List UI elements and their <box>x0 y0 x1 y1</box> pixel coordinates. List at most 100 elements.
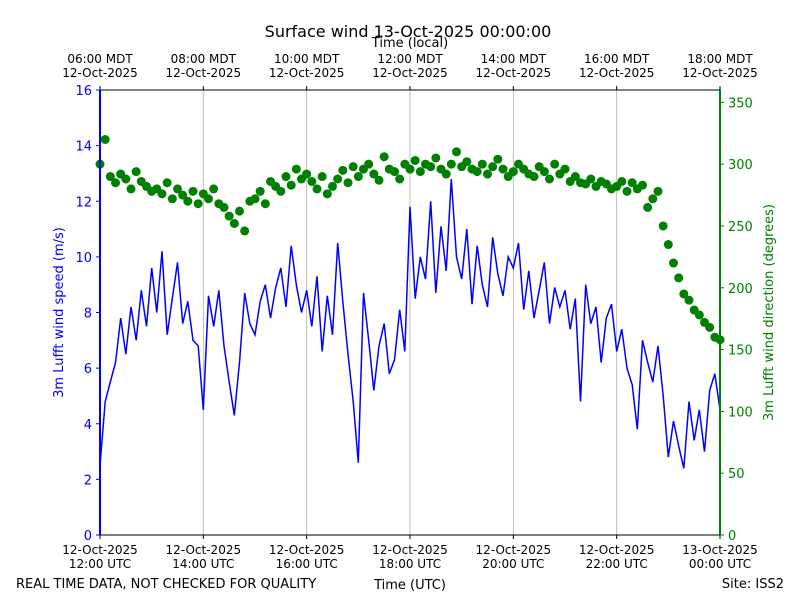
direction-point <box>643 202 653 212</box>
direction-point <box>322 189 332 199</box>
direction-point <box>111 178 120 188</box>
direction-point <box>333 174 343 184</box>
y-tick-label: 2 <box>84 473 92 488</box>
direction-point <box>390 167 399 177</box>
x-tick-label: 12-Oct-2025 20:00 UTC <box>476 543 552 571</box>
direction-point <box>204 194 213 204</box>
direction-point <box>121 174 131 184</box>
direction-point <box>405 164 415 174</box>
direction-point <box>529 172 539 182</box>
x2-axis-label: Time (local) <box>371 36 448 51</box>
direction-point <box>477 159 487 169</box>
direction-point <box>255 186 265 196</box>
direction-point <box>617 176 627 186</box>
direction-point <box>250 194 260 204</box>
direction-point <box>395 174 405 184</box>
direction-point <box>674 273 684 283</box>
direction-point <box>560 164 570 174</box>
y-tick-label: 12 <box>75 195 92 210</box>
direction-point <box>498 164 508 174</box>
direction-point <box>235 206 244 216</box>
direction-point <box>193 199 203 209</box>
x2-tick-label: 18:00 MDT 12-Oct-2025 <box>682 52 758 80</box>
direction-point <box>493 154 503 164</box>
y-tick-label: 10 <box>75 251 92 266</box>
direction-point <box>653 186 663 196</box>
direction-point <box>431 153 441 163</box>
direction-point <box>483 169 492 179</box>
x2-tick-label: 10:00 MDT 12-Oct-2025 <box>269 52 345 80</box>
direction-point <box>705 322 715 332</box>
direction-point <box>694 310 704 320</box>
direction-point <box>369 169 379 179</box>
direction-point <box>209 184 219 194</box>
speed-line <box>99 178 721 469</box>
direction-point <box>586 174 596 184</box>
direction-point <box>173 184 182 194</box>
y-tick-label: 4 <box>84 418 92 433</box>
direction-point <box>307 176 317 186</box>
x2-tick-label: 06:00 MDT 12-Oct-2025 <box>62 52 138 80</box>
direction-point <box>291 164 301 174</box>
y-axis-label: 3m Lufft wind speed (m/s) <box>52 227 67 398</box>
direction-point <box>240 226 250 236</box>
direction-point <box>167 194 177 204</box>
direction-point <box>462 157 472 167</box>
x2-tick-label: 12:00 MDT 12-Oct-2025 <box>372 52 448 80</box>
y2-tick-label: 200 <box>728 282 753 297</box>
x2-tick-label: 08:00 MDT 12-Oct-2025 <box>166 52 242 80</box>
direction-point <box>472 167 482 177</box>
direction-point <box>452 147 461 157</box>
direction-point <box>162 178 172 188</box>
direction-point <box>415 167 425 177</box>
direction-point <box>648 194 658 204</box>
site-label: Site: ISS2 <box>722 577 784 592</box>
y2-tick-label: 0 <box>728 529 736 544</box>
direction-point <box>348 162 358 172</box>
y2-tick-label: 350 <box>728 96 753 111</box>
direction-point <box>317 172 327 182</box>
direction-point <box>105 172 115 182</box>
direction-point <box>229 219 239 228</box>
direction-point <box>488 162 498 172</box>
y-tick-label: 8 <box>84 307 92 322</box>
direction-point <box>410 155 420 165</box>
direction-point <box>545 174 554 184</box>
direction-point <box>550 159 560 169</box>
y2-tick-label: 100 <box>728 405 753 420</box>
direction-point <box>658 221 668 231</box>
x-tick-label: 12-Oct-2025 18:00 UTC <box>372 543 448 571</box>
direction-point <box>441 169 451 179</box>
direction-point <box>260 199 270 209</box>
x-tick-label: 13-Oct-2025 00:00 UTC <box>682 543 758 571</box>
direction-point <box>286 180 296 190</box>
quality-note: REAL TIME DATA, NOT CHECKED FOR QUALITY <box>16 577 316 592</box>
direction-point <box>669 258 678 268</box>
direction-point <box>126 184 136 194</box>
y2-tick-label: 250 <box>728 220 753 235</box>
y-tick-label: 16 <box>75 84 92 99</box>
direction-point <box>374 175 384 185</box>
x2-tick-label: 16:00 MDT 12-Oct-2025 <box>579 52 655 80</box>
x-tick-label: 12-Oct-2025 22:00 UTC <box>579 543 655 571</box>
y-tick-label: 14 <box>75 140 92 155</box>
direction-point <box>446 159 456 169</box>
direction-point <box>338 165 348 175</box>
x2-tick-label: 14:00 MDT 12-Oct-2025 <box>476 52 552 80</box>
direction-point <box>281 172 291 182</box>
direction-point <box>353 172 363 182</box>
direction-point <box>312 184 322 194</box>
direction-point <box>663 240 673 250</box>
direction-point <box>426 162 436 172</box>
direction-point <box>508 167 518 177</box>
direction-point <box>178 190 188 200</box>
x-axis-label: Time (UTC) <box>373 578 446 593</box>
direction-point <box>276 186 286 196</box>
direction-point <box>328 181 337 191</box>
direction-point <box>539 167 549 177</box>
x-tick-label: 12-Oct-2025 14:00 UTC <box>166 543 242 571</box>
direction-point <box>188 186 198 196</box>
direction-point <box>627 178 637 188</box>
